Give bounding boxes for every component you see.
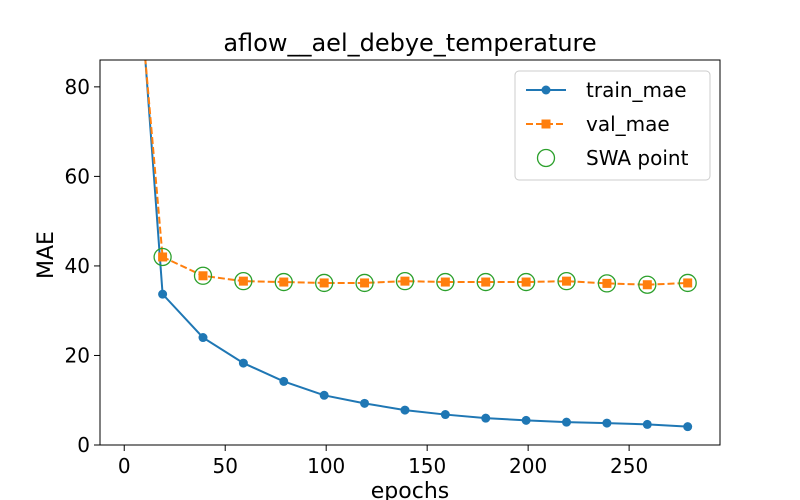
legend-label-val-mae: val_mae	[586, 112, 670, 136]
train-mae-point	[440, 410, 450, 420]
legend-swatch-marker	[541, 119, 551, 129]
legend-swatch-marker	[541, 85, 551, 95]
train-mae-line	[144, 60, 688, 428]
legend-box	[514, 70, 711, 181]
swa-point-point	[315, 273, 334, 293]
x-tick-label: 100	[307, 454, 345, 478]
val-mae-point	[360, 278, 370, 288]
swa-point-point	[678, 273, 697, 293]
val-mae-point	[602, 278, 612, 288]
val-mae-point	[481, 277, 491, 287]
x-tick-label: 50	[212, 454, 237, 478]
y-tick-label: 80	[65, 75, 90, 99]
val-mae-point	[683, 278, 693, 288]
swa-point-point	[193, 266, 213, 285]
train-mae-point	[562, 417, 572, 427]
val-mae-point	[400, 276, 410, 286]
swa-point-point	[516, 272, 536, 292]
train-mae-point	[481, 413, 491, 423]
series-layer	[144, 60, 697, 432]
plot-frame	[99, 59, 721, 446]
swa-point-point	[436, 272, 455, 292]
chart-title: aflow__ael_debye_temperature	[223, 29, 596, 57]
train-mae-point	[683, 422, 693, 432]
val-mae-point	[158, 252, 168, 262]
train-mae-point	[238, 358, 248, 368]
train-mae-point	[198, 333, 208, 343]
val-mae-point	[238, 276, 248, 286]
train-mae-point	[521, 415, 531, 425]
val-mae-point	[279, 277, 289, 287]
legend-label-train-mae: train_mae	[586, 78, 687, 102]
val-mae-point	[319, 278, 329, 288]
legend: train_mae val_mae SWA point	[514, 70, 711, 181]
swa-point-point	[395, 272, 415, 291]
val-mae-point	[562, 276, 572, 286]
train-mae-point	[158, 289, 168, 299]
swa-point-point	[476, 272, 495, 292]
train-mae-point	[602, 418, 612, 428]
y-tick-label: 40	[65, 254, 90, 278]
swa-point-point	[638, 275, 657, 294]
x-tick-label: 0	[118, 454, 131, 478]
val-mae-point	[440, 277, 450, 287]
train-mae-point	[360, 398, 370, 408]
swa-point-point	[557, 272, 576, 291]
swa-point-point	[153, 247, 172, 267]
x-axis: 0 50 100 150 200 250	[118, 445, 648, 478]
swa-point-point	[597, 274, 617, 293]
train-mae-point	[319, 390, 329, 400]
legend-swatch-marker	[536, 148, 556, 168]
y-tick-label: 60	[65, 164, 90, 188]
x-tick-label: 200	[509, 454, 547, 478]
y-axis: 0 20 40 60 80	[65, 75, 100, 457]
x-axis-label: epochs	[371, 479, 449, 500]
swa-point-point	[274, 272, 293, 292]
swa-point-point	[355, 273, 374, 293]
val-mae-point	[198, 271, 208, 281]
y-axis-label: MAE	[34, 231, 59, 279]
val-mae-point	[642, 280, 652, 290]
y-tick-label: 0	[77, 433, 90, 457]
y-tick-label: 20	[65, 343, 90, 367]
swa-point-point	[234, 272, 253, 291]
train-mae-point	[642, 419, 652, 429]
x-tick-label: 250	[610, 454, 648, 478]
val-mae-line	[144, 60, 688, 286]
train-mae-point	[279, 376, 289, 386]
val-mae-point	[521, 277, 531, 287]
x-tick-label: 150	[408, 454, 446, 478]
train-mae-point	[400, 405, 410, 415]
legend-label-swa-point: SWA point	[586, 146, 689, 170]
